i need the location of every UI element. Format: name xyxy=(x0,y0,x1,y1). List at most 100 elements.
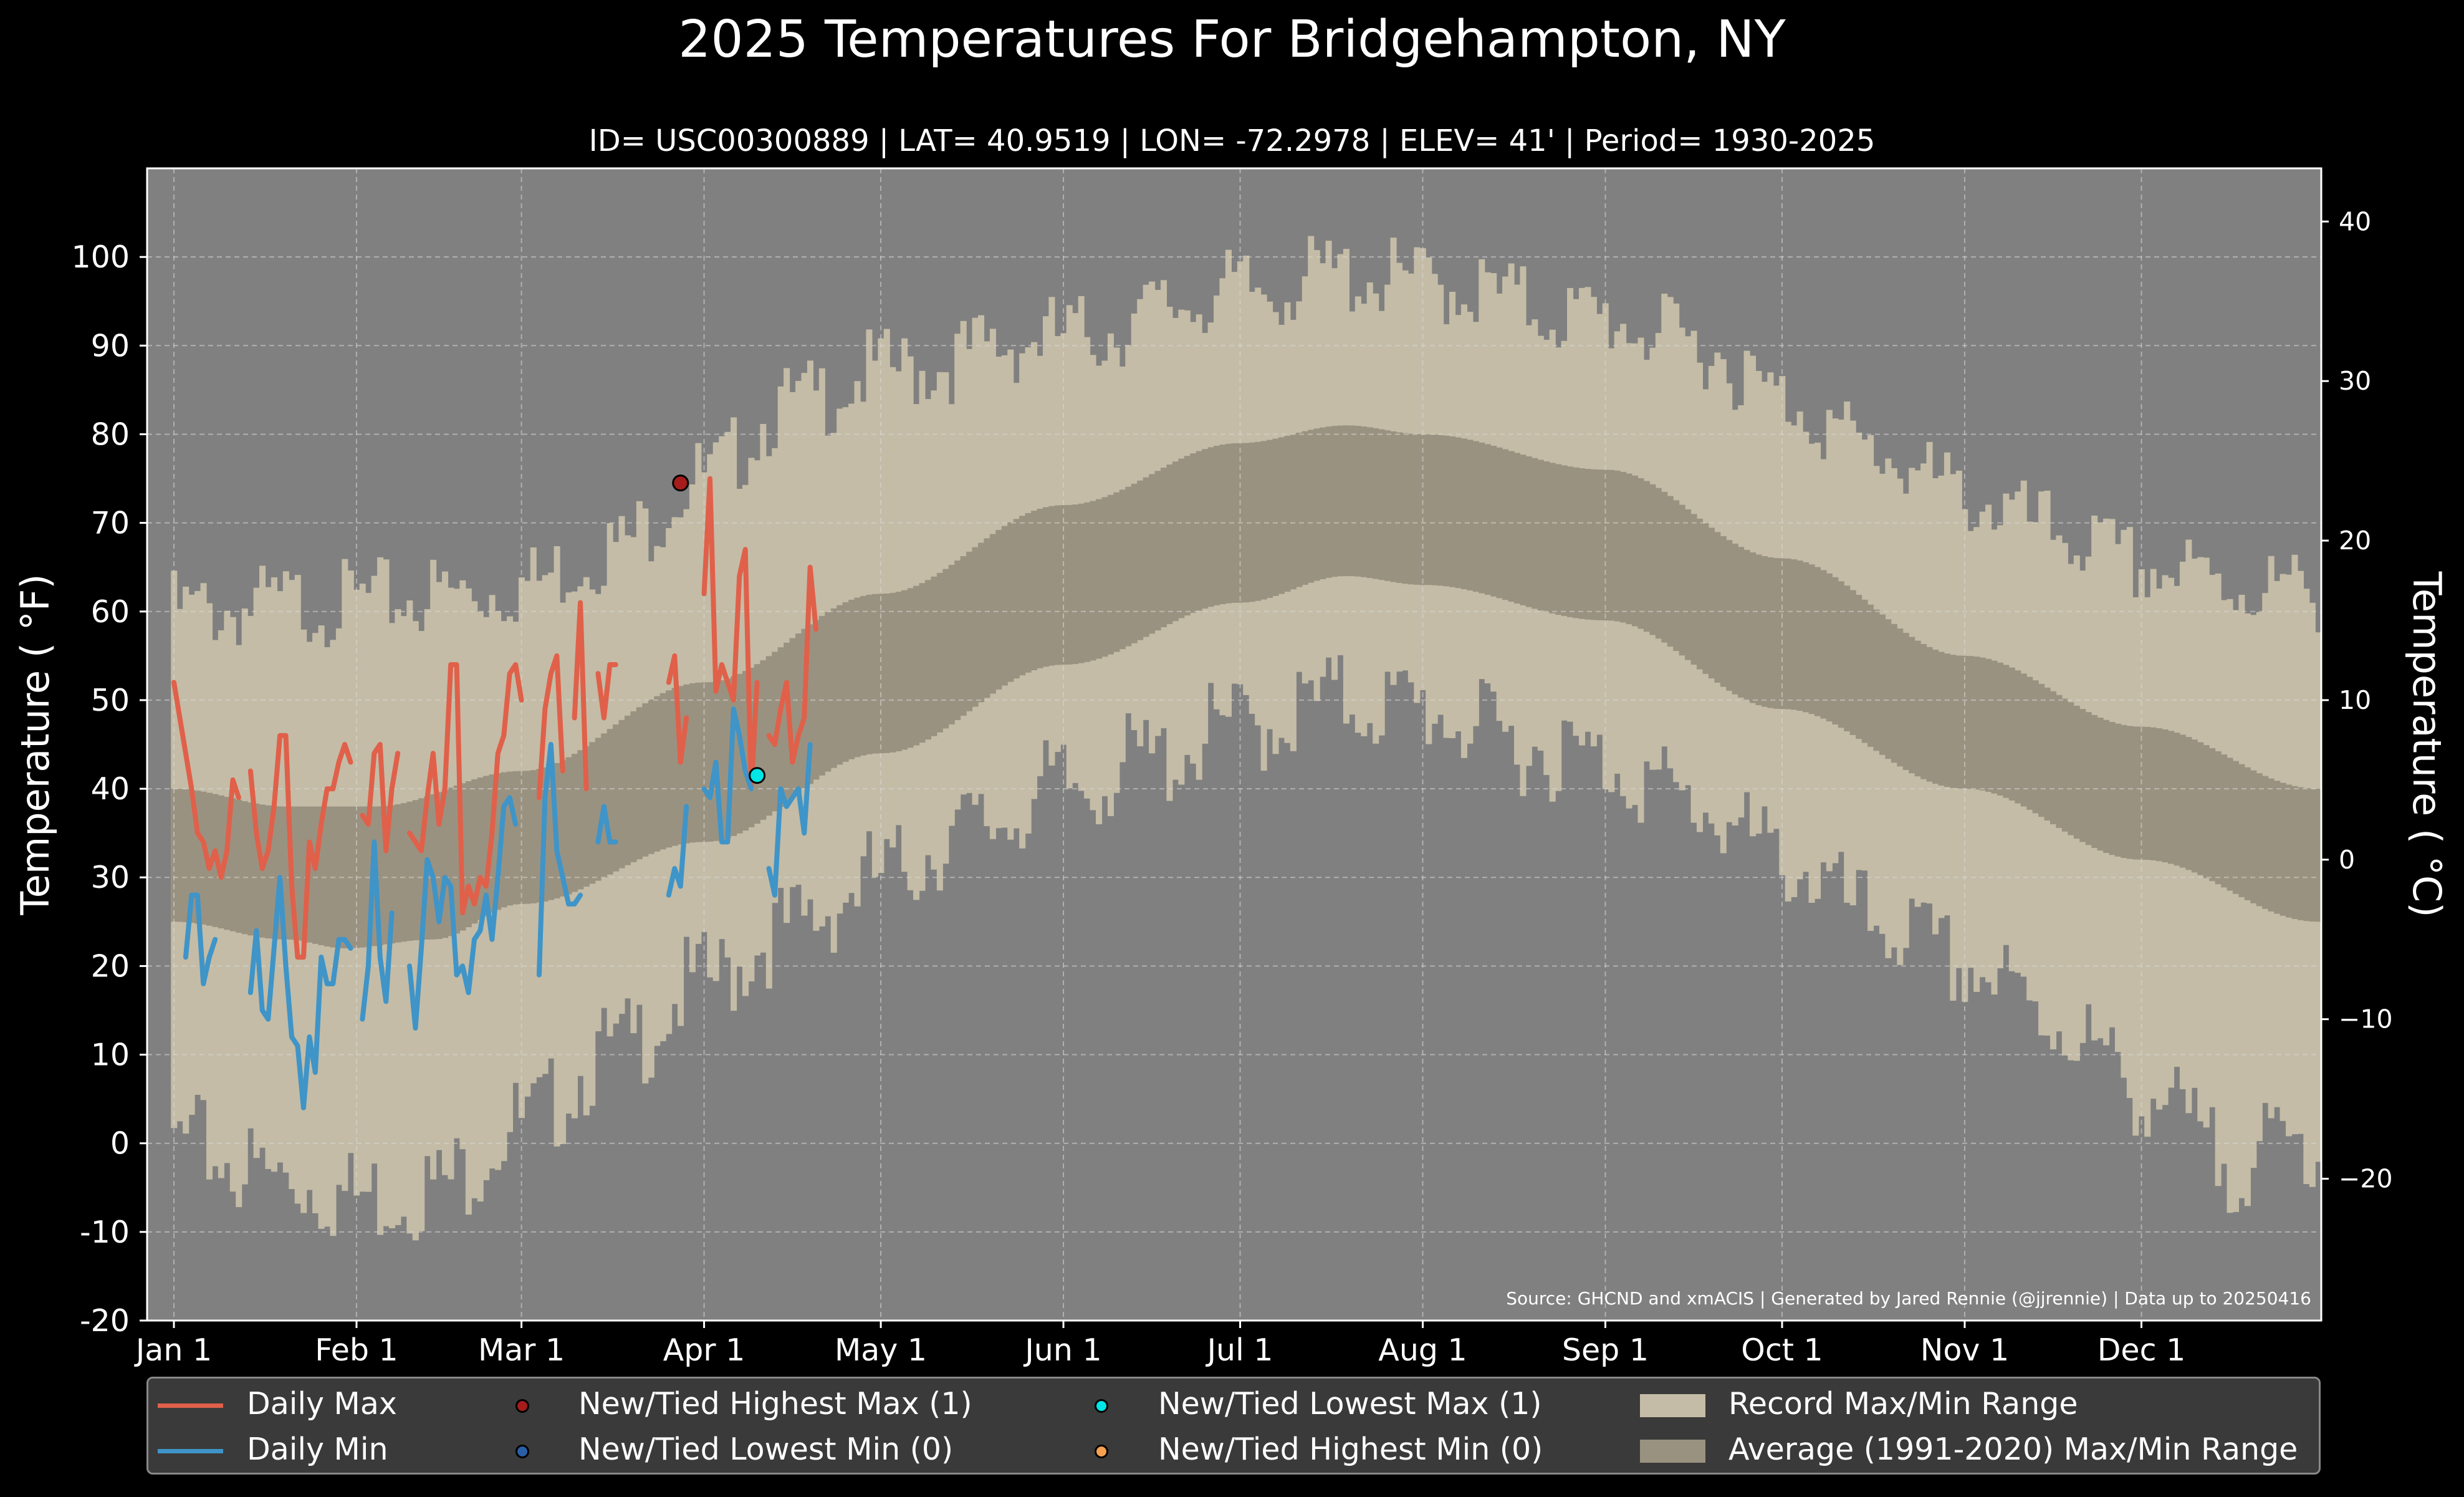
average-bar-day-271 xyxy=(1761,556,1768,707)
average-bar-day-259 xyxy=(1690,514,1697,665)
average-bar-day-303 xyxy=(1950,655,1957,788)
average-bar-day-140 xyxy=(989,534,996,694)
average-bar-day-254 xyxy=(1661,491,1668,643)
average-bar-day-343 xyxy=(2185,737,2192,870)
average-bar-day-43 xyxy=(418,798,425,940)
average-bar-day-168 xyxy=(1154,471,1161,631)
average-bar-day-283 xyxy=(1832,577,1839,724)
legend-record-range-patch xyxy=(1640,1394,1705,1417)
average-bar-day-116 xyxy=(848,599,855,759)
average-bar-day-324 xyxy=(2073,705,2080,839)
average-bar-day-323 xyxy=(2068,702,2074,835)
x-tick-label: Oct 1 xyxy=(1741,1332,1823,1368)
average-bar-day-11 xyxy=(229,798,236,931)
average-bar-day-18 xyxy=(271,806,277,939)
average-bar-day-362 xyxy=(2297,787,2304,920)
average-bar-day-238 xyxy=(1567,466,1574,617)
average-bar-day-357 xyxy=(2268,778,2275,912)
average-bar-day-222 xyxy=(1472,441,1479,592)
average-bar-day-181 xyxy=(1231,443,1238,603)
average-bar-day-19 xyxy=(277,806,284,940)
average-bar-day-243 xyxy=(1596,469,1603,620)
y-tick-label: -20 xyxy=(80,1303,130,1339)
average-bar-day-285 xyxy=(1844,585,1851,731)
average-bar-day-92 xyxy=(707,682,714,842)
average-bar-day-344 xyxy=(2191,739,2198,873)
daily-min-line-segment xyxy=(766,742,813,898)
average-bar-day-332 xyxy=(2121,724,2127,859)
average-bar-day-287 xyxy=(1856,595,1862,739)
legend-daily-min-swatch xyxy=(158,1449,223,1453)
average-bar-day-117 xyxy=(854,597,861,758)
record-bar-day-104 xyxy=(777,386,784,888)
average-bar-day-161 xyxy=(1113,492,1120,652)
average-bar-day-45 xyxy=(430,794,437,940)
average-range-bars xyxy=(171,425,2322,948)
average-bar-day-3 xyxy=(183,789,189,923)
y-tick-label: 100 xyxy=(71,239,130,275)
y-tick-label: 20 xyxy=(91,948,130,984)
average-bar-day-41 xyxy=(406,801,413,941)
x-tick-label: May 1 xyxy=(835,1332,927,1368)
average-bar-day-346 xyxy=(2203,745,2210,878)
average-bar-day-188 xyxy=(1272,438,1279,596)
average-bar-day-27 xyxy=(324,806,331,947)
average-bar-day-275 xyxy=(1785,558,1791,710)
average-bar-day-359 xyxy=(2279,782,2286,916)
y-tick-label-right: 30 xyxy=(2339,366,2371,396)
average-bar-day-12 xyxy=(236,799,242,933)
average-bar-day-345 xyxy=(2197,742,2204,875)
average-bar-day-132 xyxy=(942,569,949,729)
average-bar-day-107 xyxy=(795,633,802,793)
average-bar-day-291 xyxy=(1879,614,1886,755)
average-bar-day-177 xyxy=(1207,447,1214,607)
average-bar-day-350 xyxy=(2227,758,2233,891)
average-bar-day-273 xyxy=(1773,558,1780,709)
average-bar-day-251 xyxy=(1643,481,1650,632)
average-bar-day-315 xyxy=(2020,673,2027,807)
average-bar-day-5 xyxy=(194,791,201,924)
average-bar-day-176 xyxy=(1202,449,1209,609)
average-bar-day-300 xyxy=(1932,650,1939,784)
average-bar-day-361 xyxy=(2291,786,2298,920)
average-bar-day-351 xyxy=(2232,761,2240,894)
average-bar-day-98 xyxy=(742,671,749,831)
y-tick-label-right: 20 xyxy=(2339,526,2371,556)
average-bar-day-220 xyxy=(1460,438,1467,589)
average-bar-day-54 xyxy=(483,776,490,917)
average-bar-day-277 xyxy=(1796,561,1803,711)
average-bar-day-236 xyxy=(1555,464,1562,615)
average-bar-day-272 xyxy=(1767,557,1774,708)
average-bar-day-173 xyxy=(1184,456,1191,616)
average-bar-day-353 xyxy=(2244,767,2251,900)
average-bar-day-187 xyxy=(1267,440,1273,598)
average-bar-day-36 xyxy=(377,806,384,946)
average-bar-day-2 xyxy=(176,789,183,922)
average-bar-day-237 xyxy=(1561,465,1568,617)
average-bar-day-258 xyxy=(1685,509,1692,660)
average-bar-day-71 xyxy=(583,746,590,887)
average-bar-day-340 xyxy=(2168,731,2175,864)
average-bar-day-288 xyxy=(1861,599,1868,743)
average-bar-day-118 xyxy=(860,595,867,756)
average-bar-day-65 xyxy=(548,765,555,900)
average-bar-day-207 xyxy=(1384,430,1391,581)
average-bar-day-17 xyxy=(265,805,272,939)
average-bar-day-212 xyxy=(1414,434,1421,585)
average-bar-day-87 xyxy=(678,686,684,845)
average-bar-day-227 xyxy=(1502,449,1509,600)
average-bar-day-192 xyxy=(1296,432,1303,587)
legend-average-range-patch xyxy=(1640,1440,1705,1463)
average-bar-day-186 xyxy=(1260,441,1267,600)
average-bar-day-255 xyxy=(1667,496,1674,647)
average-bar-day-69 xyxy=(571,754,578,892)
chart-subtitle: ID= USC00300889 | LAT= 40.9519 | LON= -7… xyxy=(588,123,1876,158)
average-bar-day-260 xyxy=(1696,518,1704,670)
average-bar-day-284 xyxy=(1838,581,1844,728)
average-bar-day-122 xyxy=(883,593,890,753)
chart-title: 2025 Temperatures For Bridgehampton, NY xyxy=(678,10,1786,69)
average-bar-day-10 xyxy=(224,797,231,930)
average-bar-day-136 xyxy=(966,551,973,711)
average-bar-day-299 xyxy=(1926,647,1933,782)
legend-daily-min: Daily Min xyxy=(247,1432,388,1467)
